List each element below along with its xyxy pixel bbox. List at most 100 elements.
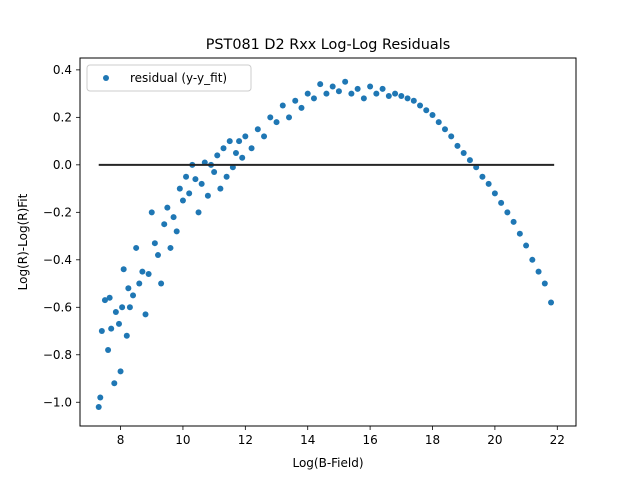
y-tick-label: 0.2 xyxy=(53,110,72,124)
data-point-65 xyxy=(323,90,330,97)
data-point-62 xyxy=(304,90,311,97)
data-point-78 xyxy=(404,95,411,102)
y-tick-label: 0.0 xyxy=(53,158,72,172)
data-point-80 xyxy=(417,102,424,109)
data-point-23 xyxy=(151,240,158,247)
data-point-87 xyxy=(460,149,467,156)
data-point-2 xyxy=(98,328,105,335)
data-point-28 xyxy=(167,244,174,251)
data-point-77 xyxy=(398,92,405,99)
data-point-99 xyxy=(535,268,542,275)
chart-title: PST081 D2 Rxx Log-Log Residuals xyxy=(206,37,451,53)
data-point-88 xyxy=(466,157,473,164)
data-point-44 xyxy=(217,185,224,192)
data-point-38 xyxy=(198,180,205,187)
y-tick-label: −0.8 xyxy=(43,348,72,362)
data-point-69 xyxy=(348,90,355,97)
data-point-72 xyxy=(367,83,374,90)
data-point-13 xyxy=(123,332,130,339)
legend-label: residual (y-y_fit) xyxy=(130,71,227,85)
data-point-7 xyxy=(111,380,118,387)
y-tick-label: −1.0 xyxy=(43,395,72,409)
data-point-18 xyxy=(136,280,143,287)
data-point-36 xyxy=(192,176,199,183)
data-point-32 xyxy=(179,197,186,204)
data-point-0 xyxy=(95,404,102,411)
data-point-75 xyxy=(385,92,392,99)
legend: residual (y-y_fit) xyxy=(86,64,252,92)
data-point-6 xyxy=(108,325,115,332)
data-point-30 xyxy=(173,228,180,235)
data-point-74 xyxy=(379,85,386,92)
x-tick-label: 8 xyxy=(117,433,125,447)
data-point-14 xyxy=(125,285,132,292)
data-point-94 xyxy=(504,209,511,216)
data-point-12 xyxy=(120,266,127,273)
data-point-98 xyxy=(529,256,536,263)
data-point-55 xyxy=(261,133,268,140)
data-point-79 xyxy=(410,97,417,104)
x-tick-label: 14 xyxy=(300,433,315,447)
data-point-56 xyxy=(267,114,274,121)
x-tick-label: 18 xyxy=(425,433,440,447)
data-point-68 xyxy=(342,78,349,85)
data-point-61 xyxy=(298,104,305,111)
data-point-33 xyxy=(183,173,190,180)
legend-marker xyxy=(103,75,109,81)
data-point-95 xyxy=(510,218,517,225)
data-point-54 xyxy=(254,126,261,133)
data-point-24 xyxy=(154,252,161,259)
data-point-59 xyxy=(286,114,293,121)
data-point-58 xyxy=(279,102,286,109)
y-tick-label: −0.4 xyxy=(43,253,72,267)
data-point-43 xyxy=(214,152,221,159)
data-point-27 xyxy=(164,204,171,211)
data-point-31 xyxy=(176,185,183,192)
x-tick-label: 12 xyxy=(238,433,253,447)
data-point-82 xyxy=(429,111,436,118)
data-point-86 xyxy=(454,142,461,149)
data-point-101 xyxy=(548,299,555,306)
data-point-21 xyxy=(145,271,152,278)
y-axis-label: Log(R)-Log(R)Fit xyxy=(16,193,30,290)
data-point-20 xyxy=(142,311,149,318)
data-point-96 xyxy=(516,230,523,237)
data-point-22 xyxy=(148,209,155,216)
data-point-60 xyxy=(292,97,299,104)
x-tick-label: 16 xyxy=(362,433,377,447)
data-point-4 xyxy=(105,347,112,354)
data-point-100 xyxy=(541,280,548,287)
data-point-25 xyxy=(158,280,165,287)
data-point-47 xyxy=(226,138,233,145)
data-point-45 xyxy=(220,145,227,152)
data-point-5 xyxy=(106,294,113,301)
data-point-63 xyxy=(310,95,317,102)
data-point-1 xyxy=(97,394,104,401)
data-point-71 xyxy=(360,95,367,102)
data-point-70 xyxy=(354,85,361,92)
x-tick-label: 20 xyxy=(487,433,502,447)
data-point-40 xyxy=(204,192,211,199)
y-tick-label: −0.6 xyxy=(43,300,72,314)
data-point-53 xyxy=(248,145,255,152)
data-point-52 xyxy=(242,133,249,140)
data-point-91 xyxy=(485,180,492,187)
data-point-37 xyxy=(195,209,202,216)
x-axis-label: Log(B-Field) xyxy=(292,456,363,470)
data-point-15 xyxy=(126,304,133,311)
data-point-16 xyxy=(130,292,137,299)
data-point-46 xyxy=(223,173,230,180)
data-point-26 xyxy=(161,221,168,228)
data-point-3 xyxy=(101,297,108,304)
y-tick-label: 0.4 xyxy=(53,63,72,77)
data-point-64 xyxy=(317,81,324,88)
data-point-90 xyxy=(479,173,486,180)
data-point-10 xyxy=(117,368,124,375)
data-point-49 xyxy=(232,149,239,156)
legend-box xyxy=(86,64,252,92)
axis-ticks: 8 10 12 14 16 18 20 22 −1.0 −0.8 −0.6 −0.4 −0.2 0.0 0.… xyxy=(43,63,565,447)
data-point-34 xyxy=(186,190,193,197)
data-point-50 xyxy=(236,138,243,145)
data-point-11 xyxy=(119,304,126,311)
